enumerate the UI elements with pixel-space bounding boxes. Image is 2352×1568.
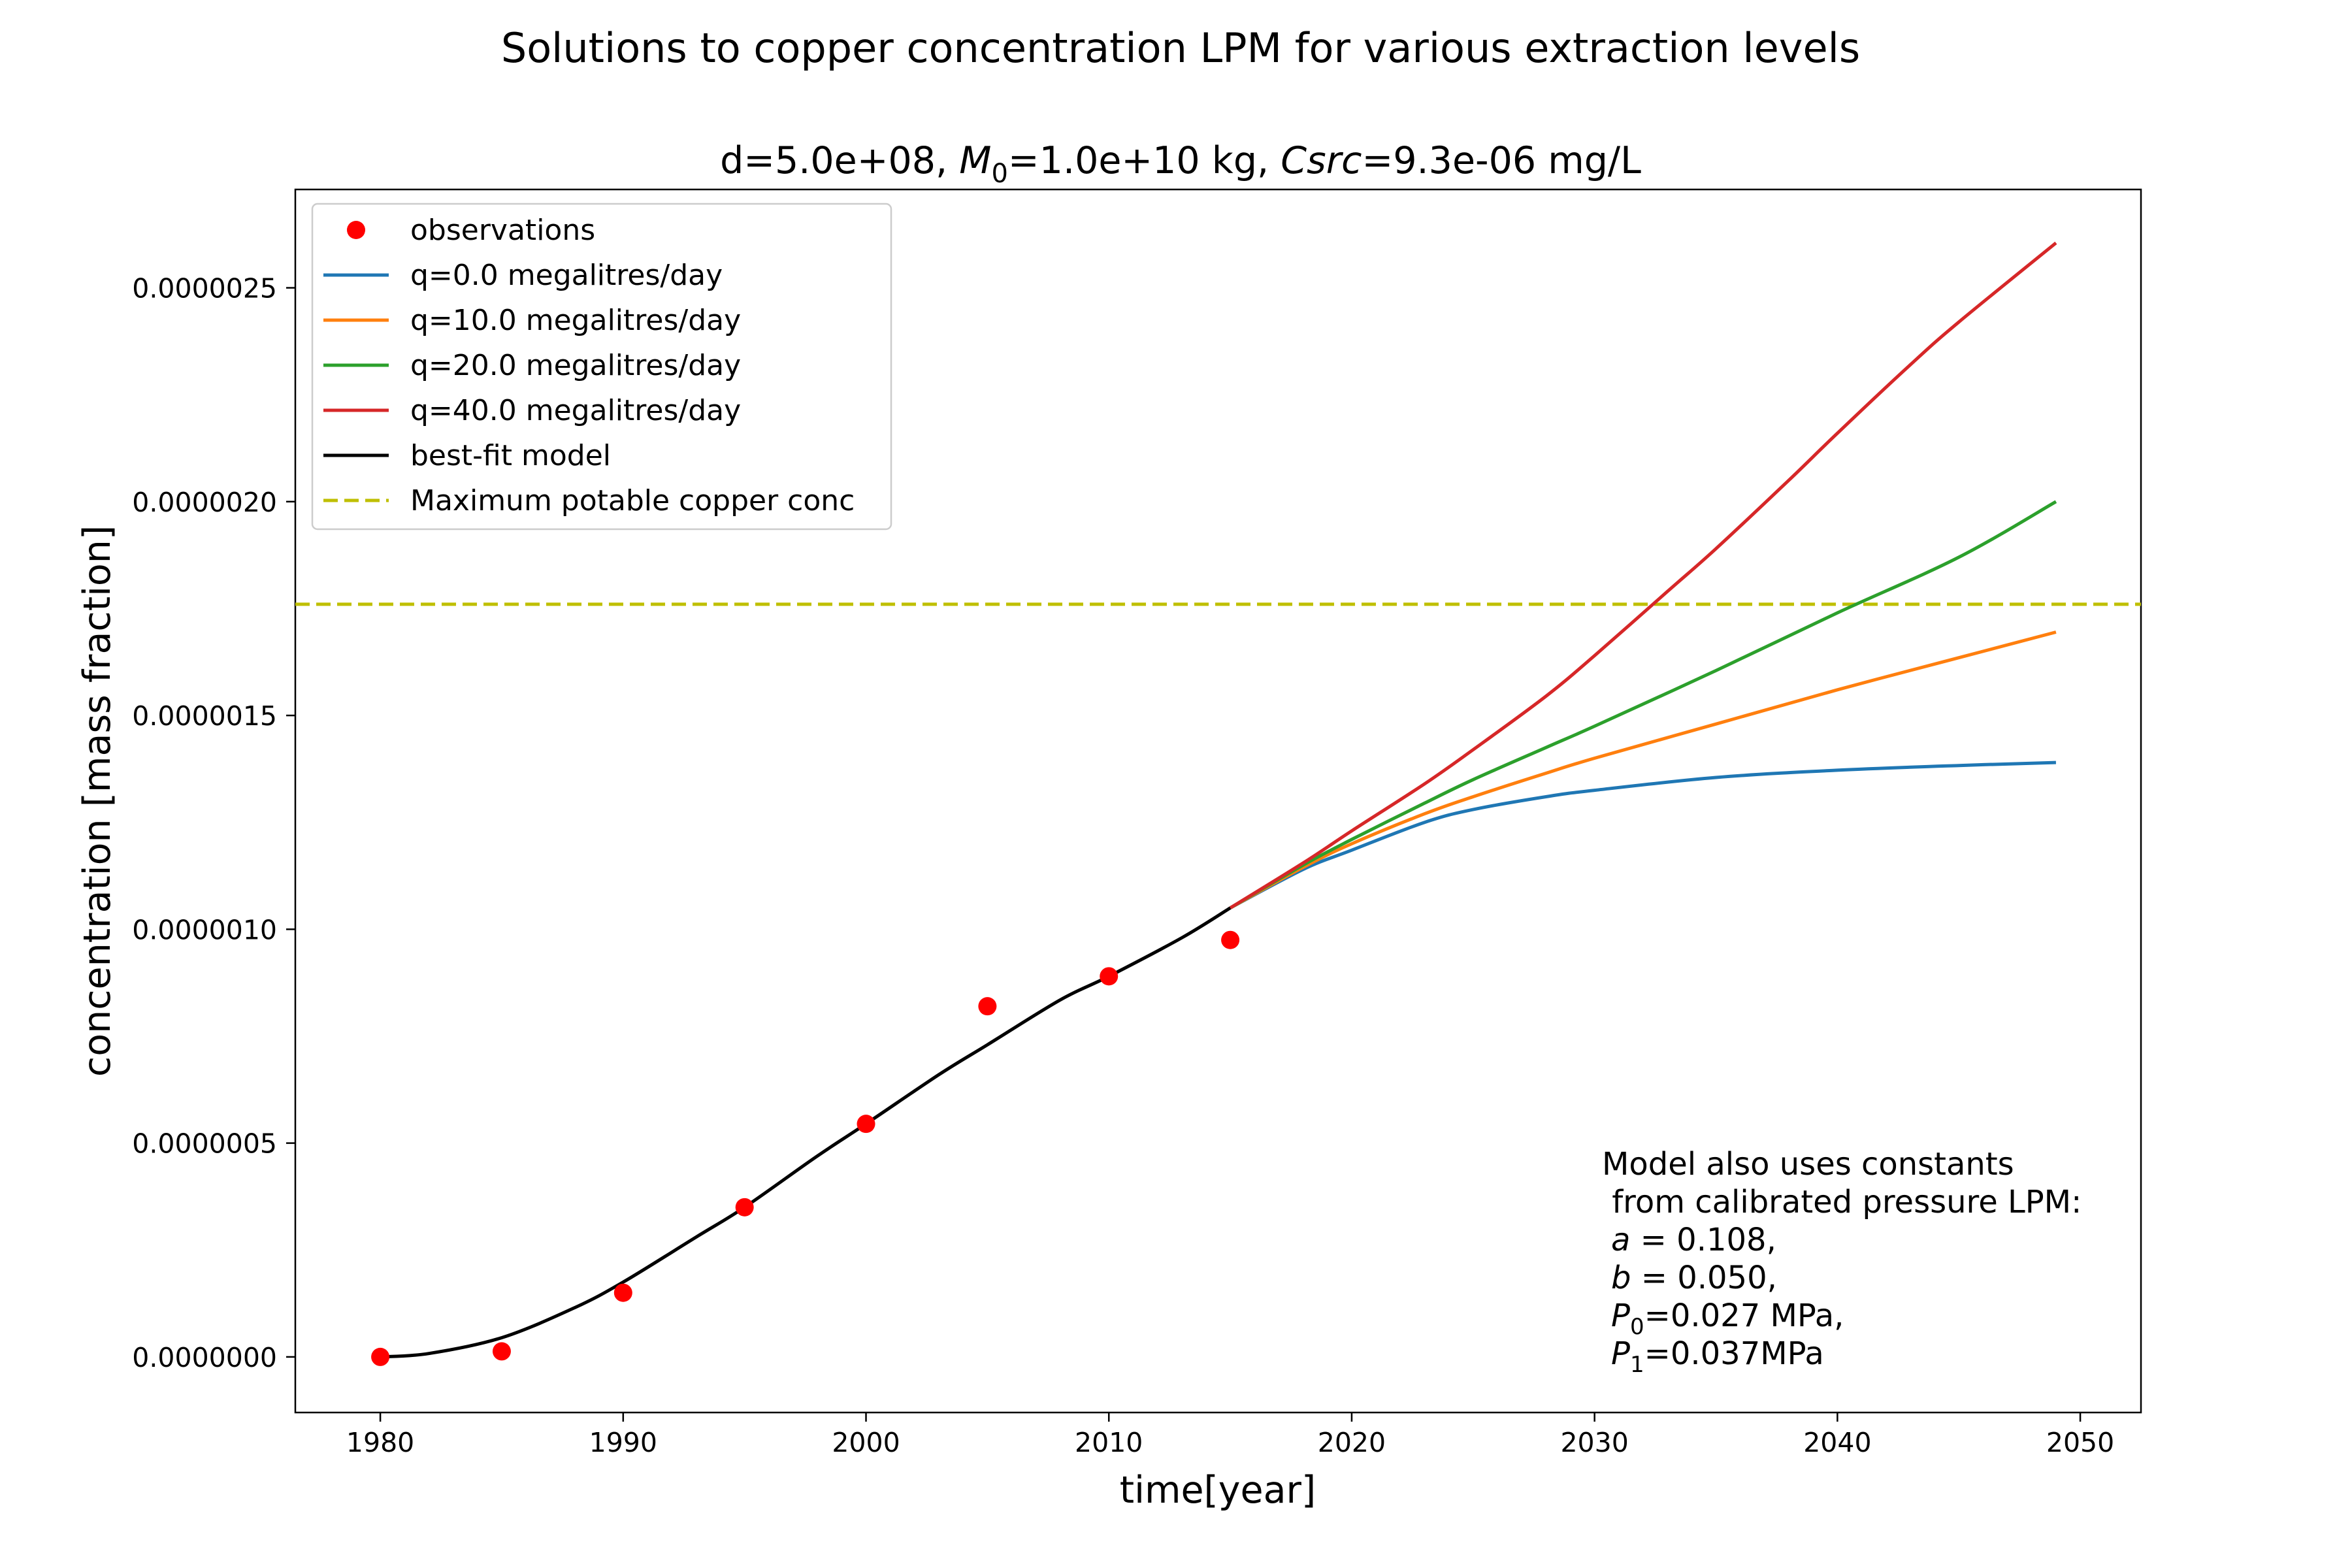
legend-label-best-fit: best-fit model [410, 439, 611, 472]
chart-title: d=5.0e+08, M0=1.0e+10 kg, Csrc=9.3e-06 m… [720, 139, 1641, 189]
observation-point [613, 1283, 632, 1302]
observation-point [978, 997, 997, 1016]
observation-point [492, 1342, 511, 1361]
series-line-q40 [1229, 241, 2057, 909]
x-tick-label: 2000 [832, 1427, 900, 1458]
title-m-symbol: M [959, 139, 991, 182]
y-axis-ticks: 0.0000000 0.0000005 0.0000010 0.0000015 0.00… [132, 273, 295, 1373]
chart-suptitle: Solutions to copper concentration LPM fo… [501, 24, 1860, 72]
legend-label-q0: q=0.0 megalitres/day [410, 259, 723, 292]
y-tick-label: 0.0000025 [132, 273, 277, 304]
observation-point [371, 1347, 390, 1366]
x-axis-ticks: 1980 1990 2000 2010 2020 2030 2040 2050 [346, 1413, 2114, 1458]
constant-p0-subscript: 0 [1630, 1314, 1644, 1340]
constant-a-value: = 0.108, [1630, 1222, 1776, 1258]
annotation-constant-a: a = 0.108, [1611, 1222, 1776, 1258]
annotation-constant-p1: P1=0.037MPa [1611, 1335, 1824, 1378]
legend-label-threshold: Maximum potable copper conc [410, 484, 855, 517]
constant-p1-value: =0.037MPa [1644, 1335, 1824, 1372]
constant-a-symbol: a [1611, 1222, 1630, 1258]
observation-point [1221, 930, 1240, 949]
x-tick-label: 1980 [346, 1427, 414, 1458]
x-tick-label: 2010 [1075, 1427, 1143, 1458]
best-fit-model-line [380, 906, 1232, 1359]
legend-label-observations: observations [410, 214, 595, 247]
title-part-d: d=5.0e+08, [720, 139, 959, 182]
legend-label-q20: q=20.0 megalitres/day [410, 349, 741, 382]
observation-points [371, 930, 1240, 1366]
series-lines [1229, 241, 2057, 909]
title-part-mass: =1.0e+10 kg, [1008, 139, 1281, 182]
x-tick-label: 2020 [1318, 1427, 1386, 1458]
constant-p1-subscript: 1 [1630, 1352, 1644, 1378]
constant-p1-symbol: P [1611, 1335, 1630, 1372]
y-tick-label: 0.0000020 [132, 487, 277, 518]
annotation-line-2: from calibrated pressure LPM: [1602, 1184, 2082, 1220]
observation-point [857, 1115, 875, 1134]
x-tick-label: 2030 [1560, 1427, 1628, 1458]
x-tick-label: 2050 [2046, 1427, 2114, 1458]
title-csrc-symbol: Csrc [1281, 139, 1362, 182]
annotation-constant-b: b = 0.050, [1611, 1260, 1777, 1296]
observation-point [1100, 967, 1119, 986]
annotation-line-1: Model also uses constants [1602, 1146, 2014, 1183]
model-constants-annotation: Model also uses constants from calibrate… [1602, 1146, 2082, 1378]
series-line-q10 [1229, 630, 2057, 909]
x-tick-label: 1990 [589, 1427, 657, 1458]
y-tick-label: 0.0000005 [132, 1128, 277, 1160]
legend: observations q=0.0 megalitres/day q=10.0… [311, 203, 892, 531]
series-line-q0 [1229, 760, 2056, 909]
y-tick-label: 0.0000015 [132, 700, 277, 732]
y-tick-label: 0.0000000 [132, 1342, 277, 1373]
legend-box [311, 203, 892, 531]
x-tick-label: 2040 [1803, 1427, 1871, 1458]
constant-b-value: = 0.050, [1631, 1260, 1776, 1296]
legend-marker-observations [347, 221, 365, 239]
title-part-csrc: =9.3e-06 mg/L [1362, 139, 1642, 182]
y-tick-label: 0.0000010 [132, 914, 277, 945]
constant-p0-value: =0.027 MPa, [1644, 1298, 1844, 1334]
series-line-q20 [1229, 500, 2057, 909]
legend-label-q40: q=40.0 megalitres/day [410, 394, 741, 427]
constant-b-symbol: b [1611, 1260, 1631, 1296]
title-m-subscript: 0 [991, 159, 1007, 189]
legend-label-q10: q=10.0 megalitres/day [410, 304, 741, 337]
x-axis-label: time[year] [1120, 1469, 1316, 1512]
constant-p0-symbol: P [1611, 1298, 1630, 1334]
observation-point [735, 1198, 754, 1217]
y-axis-label: concentration [mass fraction] [76, 525, 119, 1077]
annotation-constant-p0: P0=0.027 MPa, [1611, 1298, 1844, 1340]
